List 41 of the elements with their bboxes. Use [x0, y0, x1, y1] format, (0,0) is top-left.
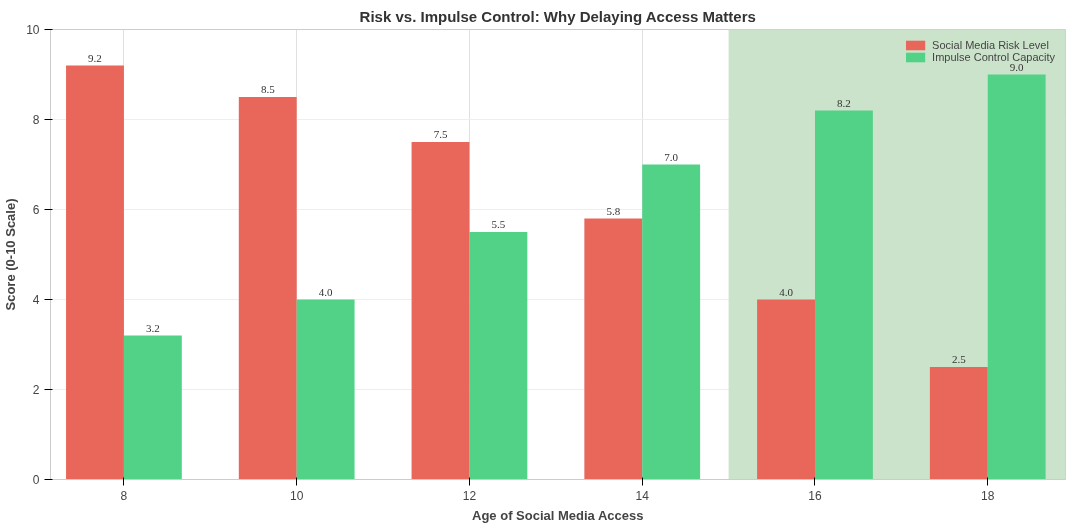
x-tick-label: 18: [981, 488, 995, 503]
bar: [123, 335, 182, 480]
y-axis-title: Score (0-10 Scale): [3, 198, 19, 311]
x-tick-label: 12: [462, 488, 477, 503]
x-tick-label: 8: [120, 488, 128, 503]
bar: [411, 142, 470, 480]
data-label: 7.5: [433, 128, 448, 140]
data-label: 7.0: [664, 150, 679, 163]
data-label: 9.0: [1009, 60, 1025, 73]
data-label: 2.5: [951, 353, 967, 365]
bar: [66, 65, 124, 480]
bar: [987, 74, 1046, 480]
bar: [296, 299, 355, 480]
x-tick-label: 16: [808, 488, 822, 503]
legend-label: Social Media Risk Level: [932, 39, 1049, 51]
y-tick-label: 4: [32, 293, 40, 307]
data-label: 8.2: [837, 96, 851, 109]
data-label: 4.0: [779, 285, 794, 298]
y-tick-label: 8: [32, 113, 40, 127]
bar: [814, 110, 873, 480]
y-tick-label: 0: [32, 473, 40, 487]
legend-label: Impulse Control Capacity: [932, 51, 1055, 63]
y-tick-label: 6: [32, 203, 40, 217]
data-label: 4.0: [318, 285, 333, 298]
y-tick-label: 2: [32, 383, 40, 397]
data-label: 8.5: [260, 83, 276, 95]
bar: [584, 218, 643, 480]
x-tick-label: 14: [635, 488, 650, 503]
bar: [642, 164, 701, 480]
bar: [929, 367, 988, 480]
x-tick-label: 10: [290, 488, 304, 503]
bar: [238, 97, 297, 480]
data-label: 5.8: [606, 204, 621, 217]
data-label: 9.2: [88, 51, 102, 64]
bar: [469, 232, 528, 480]
bar: [757, 299, 815, 480]
chart-title: Risk vs. Impulse Control: Why Delaying Access Matters: [359, 7, 756, 25]
x-axis-title: Age of Social Media Access: [472, 507, 644, 523]
data-label: 3.2: [145, 321, 160, 334]
data-label: 5.5: [491, 218, 506, 230]
y-tick-label: 10: [26, 23, 40, 37]
